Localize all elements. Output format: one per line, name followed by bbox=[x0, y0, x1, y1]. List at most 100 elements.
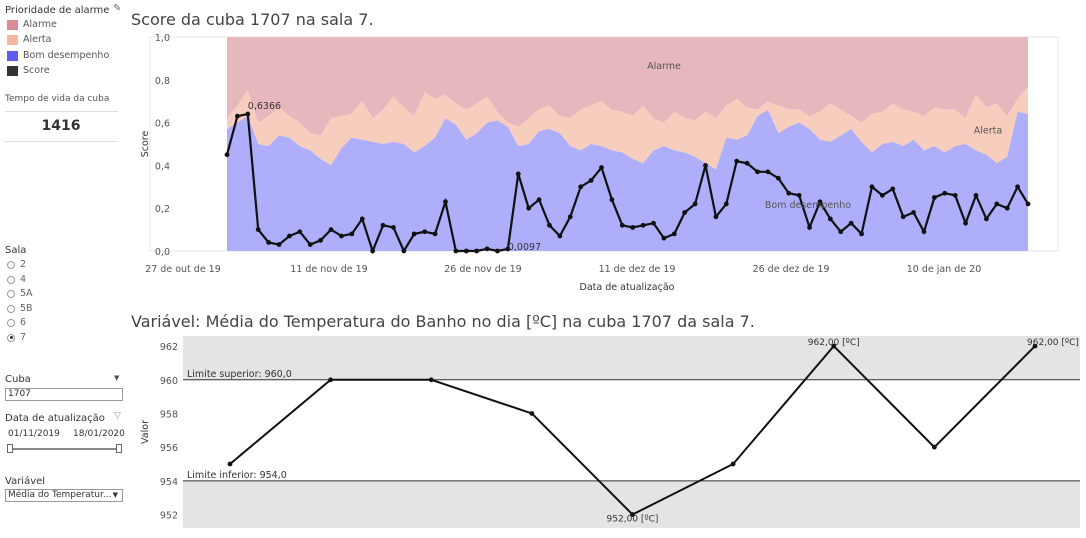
score-point bbox=[630, 225, 636, 230]
y-tick-label: 1,0 bbox=[155, 33, 170, 44]
legend-label: Alerta bbox=[23, 34, 52, 45]
lower-limit-label: Limite inferior: 954,0 bbox=[187, 470, 287, 481]
y-tick-label: 960 bbox=[160, 376, 178, 387]
upper-limit-label: Limite superior: 960,0 bbox=[187, 369, 292, 380]
score-point bbox=[640, 222, 646, 228]
score-point bbox=[515, 171, 521, 177]
legend-swatch bbox=[7, 65, 18, 76]
variable-chart: Limite superior: 960,0 Limite inferior: 9… bbox=[140, 336, 1080, 528]
score-point bbox=[807, 225, 812, 230]
legend-item-bom-desempenho[interactable]: Bom desempenho bbox=[7, 50, 109, 61]
date-slider-track[interactable] bbox=[9, 448, 121, 450]
score-point bbox=[266, 240, 272, 245]
cuba-select[interactable]: 1707 bbox=[5, 388, 123, 401]
variable-point bbox=[529, 411, 535, 416]
alarme-band bbox=[227, 37, 1028, 136]
score-point bbox=[401, 248, 407, 254]
score-point bbox=[599, 165, 604, 170]
score-chart: Alarme Alerta Bom desempenho 0,6366 0,0097 1… bbox=[140, 33, 1059, 293]
score-point bbox=[775, 175, 781, 181]
score-point bbox=[370, 248, 376, 254]
legend-swatch bbox=[7, 19, 18, 30]
score-point bbox=[276, 242, 282, 247]
x-tick-label: 11 de dez de 19 bbox=[599, 264, 676, 275]
sala-option-4[interactable]: 4 bbox=[7, 274, 26, 285]
y-tick-label: 0,6 bbox=[155, 119, 170, 130]
y-tick-label: 0,8 bbox=[155, 76, 170, 87]
score-point bbox=[765, 169, 771, 175]
variable-point bbox=[831, 343, 837, 349]
sala-option-2[interactable]: 2 bbox=[7, 259, 26, 270]
alerta-band bbox=[227, 86, 1028, 170]
score-point bbox=[339, 233, 344, 239]
score-point bbox=[557, 233, 563, 239]
score-point bbox=[671, 231, 677, 237]
dropdown-arrow-icon[interactable]: ▼ bbox=[114, 374, 120, 382]
divider bbox=[5, 111, 118, 112]
x-tick-label: 11 de nov de 19 bbox=[290, 264, 367, 275]
score-point bbox=[1004, 205, 1010, 211]
y-tick-label: 952 bbox=[160, 511, 178, 522]
filter-icon[interactable]: ▽ bbox=[114, 411, 121, 421]
below-limit-zone bbox=[183, 480, 1080, 528]
variable-point bbox=[428, 377, 434, 383]
y-tick-label: 962 bbox=[160, 342, 178, 353]
date-end: 18/01/2020 bbox=[73, 429, 125, 439]
score-point bbox=[942, 190, 948, 196]
score-point bbox=[619, 222, 625, 228]
edit-icon[interactable]: ✎ bbox=[113, 3, 122, 14]
score-point bbox=[963, 220, 968, 226]
divider bbox=[5, 141, 118, 142]
variable-point bbox=[328, 377, 334, 383]
band-label-bom-desempenho: Bom desempenho bbox=[765, 200, 851, 211]
score-point bbox=[786, 190, 792, 196]
score-point bbox=[838, 229, 844, 235]
legend-item-alarme[interactable]: Alarme bbox=[7, 19, 57, 30]
y-tick-label: 0,2 bbox=[155, 204, 170, 215]
radio-icon bbox=[7, 318, 15, 327]
score-line bbox=[225, 112, 1029, 255]
sala-option-5a[interactable]: 5A bbox=[7, 288, 33, 299]
variable-point bbox=[931, 444, 937, 450]
score-point bbox=[422, 229, 428, 235]
sala-option-6[interactable]: 6 bbox=[7, 317, 26, 328]
score-point bbox=[703, 163, 708, 168]
sala-filter-label: Sala bbox=[5, 245, 27, 256]
point-label-min: 952,00 [ºC] bbox=[607, 515, 659, 525]
score-point bbox=[287, 233, 292, 239]
point-label-max: 962,00 [ºC] bbox=[808, 338, 860, 348]
score-point bbox=[224, 152, 230, 158]
y-tick-label: 954 bbox=[160, 477, 178, 488]
date-slider-start-handle[interactable] bbox=[7, 444, 13, 453]
score-point bbox=[713, 214, 719, 220]
legend-label: Alarme bbox=[23, 19, 57, 30]
score-point bbox=[328, 227, 334, 233]
score-point bbox=[432, 231, 438, 237]
score-point bbox=[474, 248, 480, 254]
score-point bbox=[651, 220, 656, 226]
score-point bbox=[380, 222, 386, 228]
score-point bbox=[859, 231, 864, 237]
score-point bbox=[931, 195, 937, 200]
legend-item-alerta[interactable]: Alerta bbox=[7, 34, 51, 45]
score-point bbox=[723, 201, 729, 207]
band-label-alarme: Alarme bbox=[647, 61, 681, 72]
option-label: 5A bbox=[20, 288, 33, 299]
score-point bbox=[661, 235, 667, 241]
score-point bbox=[443, 199, 448, 205]
score-point bbox=[890, 186, 896, 192]
score-point bbox=[744, 160, 750, 166]
score-point bbox=[983, 216, 989, 222]
variable-select[interactable]: Média do Temperatur... ▼ bbox=[5, 489, 123, 502]
score-point bbox=[359, 216, 365, 222]
variable-point bbox=[730, 461, 736, 467]
score-point bbox=[879, 192, 885, 198]
legend-item-score[interactable]: Score bbox=[7, 65, 50, 76]
sala-option-7[interactable]: 7 bbox=[7, 332, 26, 343]
sala-option-5b[interactable]: 5B bbox=[7, 303, 33, 314]
date-slider-end-handle[interactable] bbox=[116, 444, 122, 453]
score-point bbox=[495, 248, 500, 254]
lifetime-value: 1416 bbox=[41, 118, 81, 134]
score-point bbox=[692, 201, 698, 207]
y-tick-label: 958 bbox=[160, 409, 178, 420]
